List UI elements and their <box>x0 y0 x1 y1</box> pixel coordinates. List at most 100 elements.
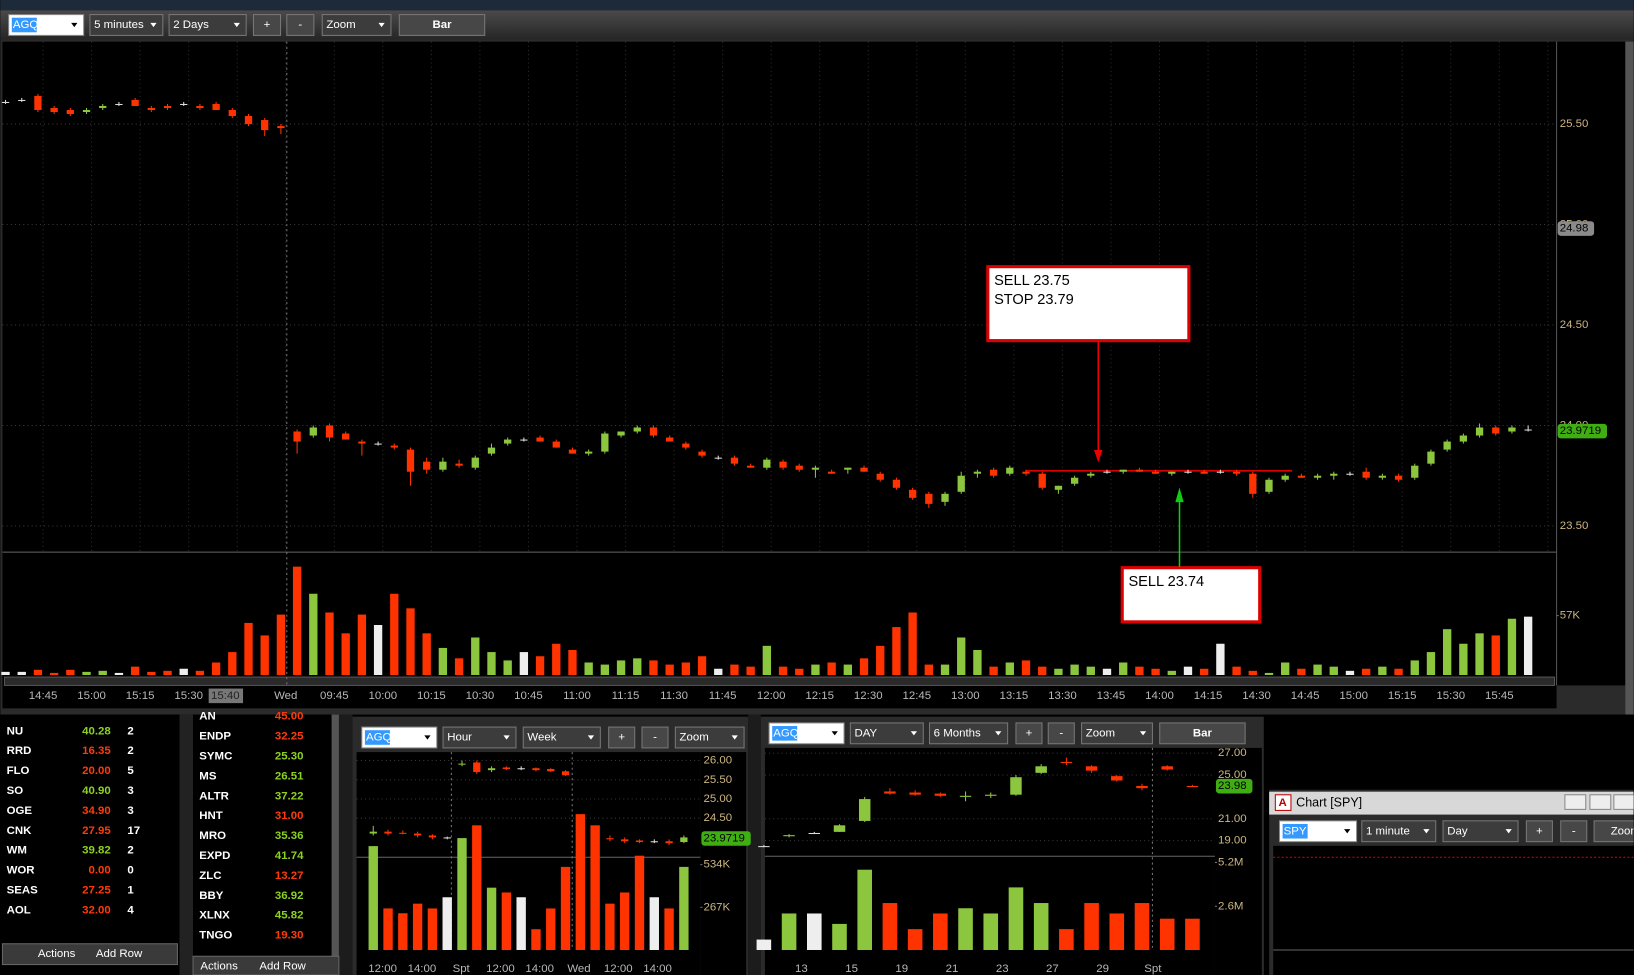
dropdown[interactable] <box>1442 820 1519 843</box>
dropdown[interactable] <box>168 14 247 36</box>
button[interactable] <box>1159 722 1246 745</box>
candle-body <box>471 457 479 468</box>
dropdown[interactable] <box>442 726 517 749</box>
candle-body <box>973 471 982 474</box>
dropdown[interactable] <box>928 722 1009 745</box>
minimize[interactable] <box>1564 794 1587 810</box>
time-axis <box>2 685 1557 709</box>
button[interactable] <box>1525 820 1553 843</box>
button[interactable] <box>1015 722 1043 745</box>
y-tick-label: 27.00 <box>1218 747 1247 759</box>
volume-bar <box>163 670 172 675</box>
dropdown-arrow <box>233 22 240 28</box>
button[interactable] <box>1593 820 1634 843</box>
candle-body <box>82 109 91 112</box>
time-label: Wed <box>567 963 590 975</box>
candle-body <box>617 431 625 436</box>
dropdown[interactable] <box>849 722 924 745</box>
volume-bar <box>1134 903 1150 950</box>
time-label: 13 <box>795 963 808 975</box>
price: 16.35 <box>82 745 111 757</box>
candle-body <box>196 105 204 108</box>
button[interactable] <box>398 14 486 36</box>
volume-bar <box>1167 670 1176 675</box>
candle-body <box>633 427 641 432</box>
dropdown[interactable] <box>89 14 164 36</box>
volume-bar <box>681 662 691 675</box>
candle-body <box>561 771 570 776</box>
candle-body <box>783 835 795 837</box>
candle-body <box>390 445 398 448</box>
volume-bar <box>857 869 872 950</box>
dropdown[interactable] <box>674 726 745 749</box>
volume-tick-label: 267K <box>703 901 730 913</box>
candle-body <box>811 467 820 470</box>
quantity: 17 <box>127 825 140 837</box>
candle-body <box>1010 777 1022 795</box>
candle-body <box>399 832 407 834</box>
volume-bar <box>832 923 847 950</box>
button[interactable] <box>1047 722 1075 745</box>
time-label: 10:15 <box>417 690 446 702</box>
dropdown-arrow <box>587 735 595 740</box>
volume-bar <box>292 566 302 675</box>
arrow-head <box>1094 450 1103 463</box>
candle-body <box>325 425 334 438</box>
maximize[interactable] <box>1589 794 1612 810</box>
volume-bar <box>664 908 674 950</box>
desktop <box>1263 714 1634 790</box>
volume-bar <box>442 897 452 950</box>
watchlist-2 <box>193 714 339 975</box>
dropdown[interactable] <box>321 14 392 36</box>
dropdown-arrow <box>1344 829 1351 834</box>
time-label: 15 <box>845 963 858 975</box>
volume-bar <box>472 825 482 950</box>
y-tick-label: 24.50 <box>1560 319 1589 331</box>
price: 26.51 <box>275 770 304 782</box>
volume-bar <box>33 669 43 675</box>
close[interactable] <box>1613 794 1634 810</box>
dropdown[interactable] <box>1081 722 1153 745</box>
volume-bar <box>427 908 438 950</box>
volume-bar <box>516 897 526 950</box>
candle-body <box>66 109 74 115</box>
candle-body <box>212 103 220 110</box>
candle-body <box>532 768 540 771</box>
button[interactable] <box>641 726 669 749</box>
dropdown-text: 5 minutes <box>94 19 144 31</box>
volume-bar <box>1200 668 1209 675</box>
button[interactable] <box>1560 820 1588 843</box>
volume-bar <box>1232 666 1241 675</box>
button[interactable] <box>286 14 315 36</box>
candle-body <box>458 763 466 765</box>
actions-button[interactable]: Actions <box>200 961 238 973</box>
volume-bar <box>211 662 221 675</box>
volume-bar <box>600 664 610 675</box>
candle-body <box>892 479 901 488</box>
selection <box>364 730 390 745</box>
candle-body <box>1022 471 1030 474</box>
volume-bar <box>795 668 804 675</box>
dropdown-arrow <box>995 731 1002 736</box>
volume-bar <box>876 645 885 675</box>
price: 31.00 <box>275 810 304 822</box>
add-row-button[interactable]: Add Row <box>96 948 143 960</box>
volume-bar <box>633 658 642 675</box>
dropdown[interactable] <box>1361 820 1437 843</box>
volume-bar <box>924 664 933 675</box>
button[interactable] <box>252 14 282 36</box>
actions-button[interactable]: Actions <box>38 948 76 960</box>
time-label: 15:00 <box>77 690 106 702</box>
time-label: 15:45 <box>1485 690 1514 702</box>
add-row-button[interactable]: Add Row <box>259 961 306 973</box>
hour-plot <box>356 752 701 950</box>
price: 37.22 <box>275 790 304 802</box>
dropdown[interactable] <box>522 726 601 749</box>
button[interactable] <box>608 726 636 749</box>
hour-chart: AGQ Hour Week + - Zoom 26.00 25.50 25.00 24.50 534… <box>356 726 751 975</box>
candle-body <box>989 469 998 476</box>
volume-bar <box>811 664 820 675</box>
button-text: Bar <box>432 19 452 31</box>
volume-bar <box>1216 643 1225 675</box>
